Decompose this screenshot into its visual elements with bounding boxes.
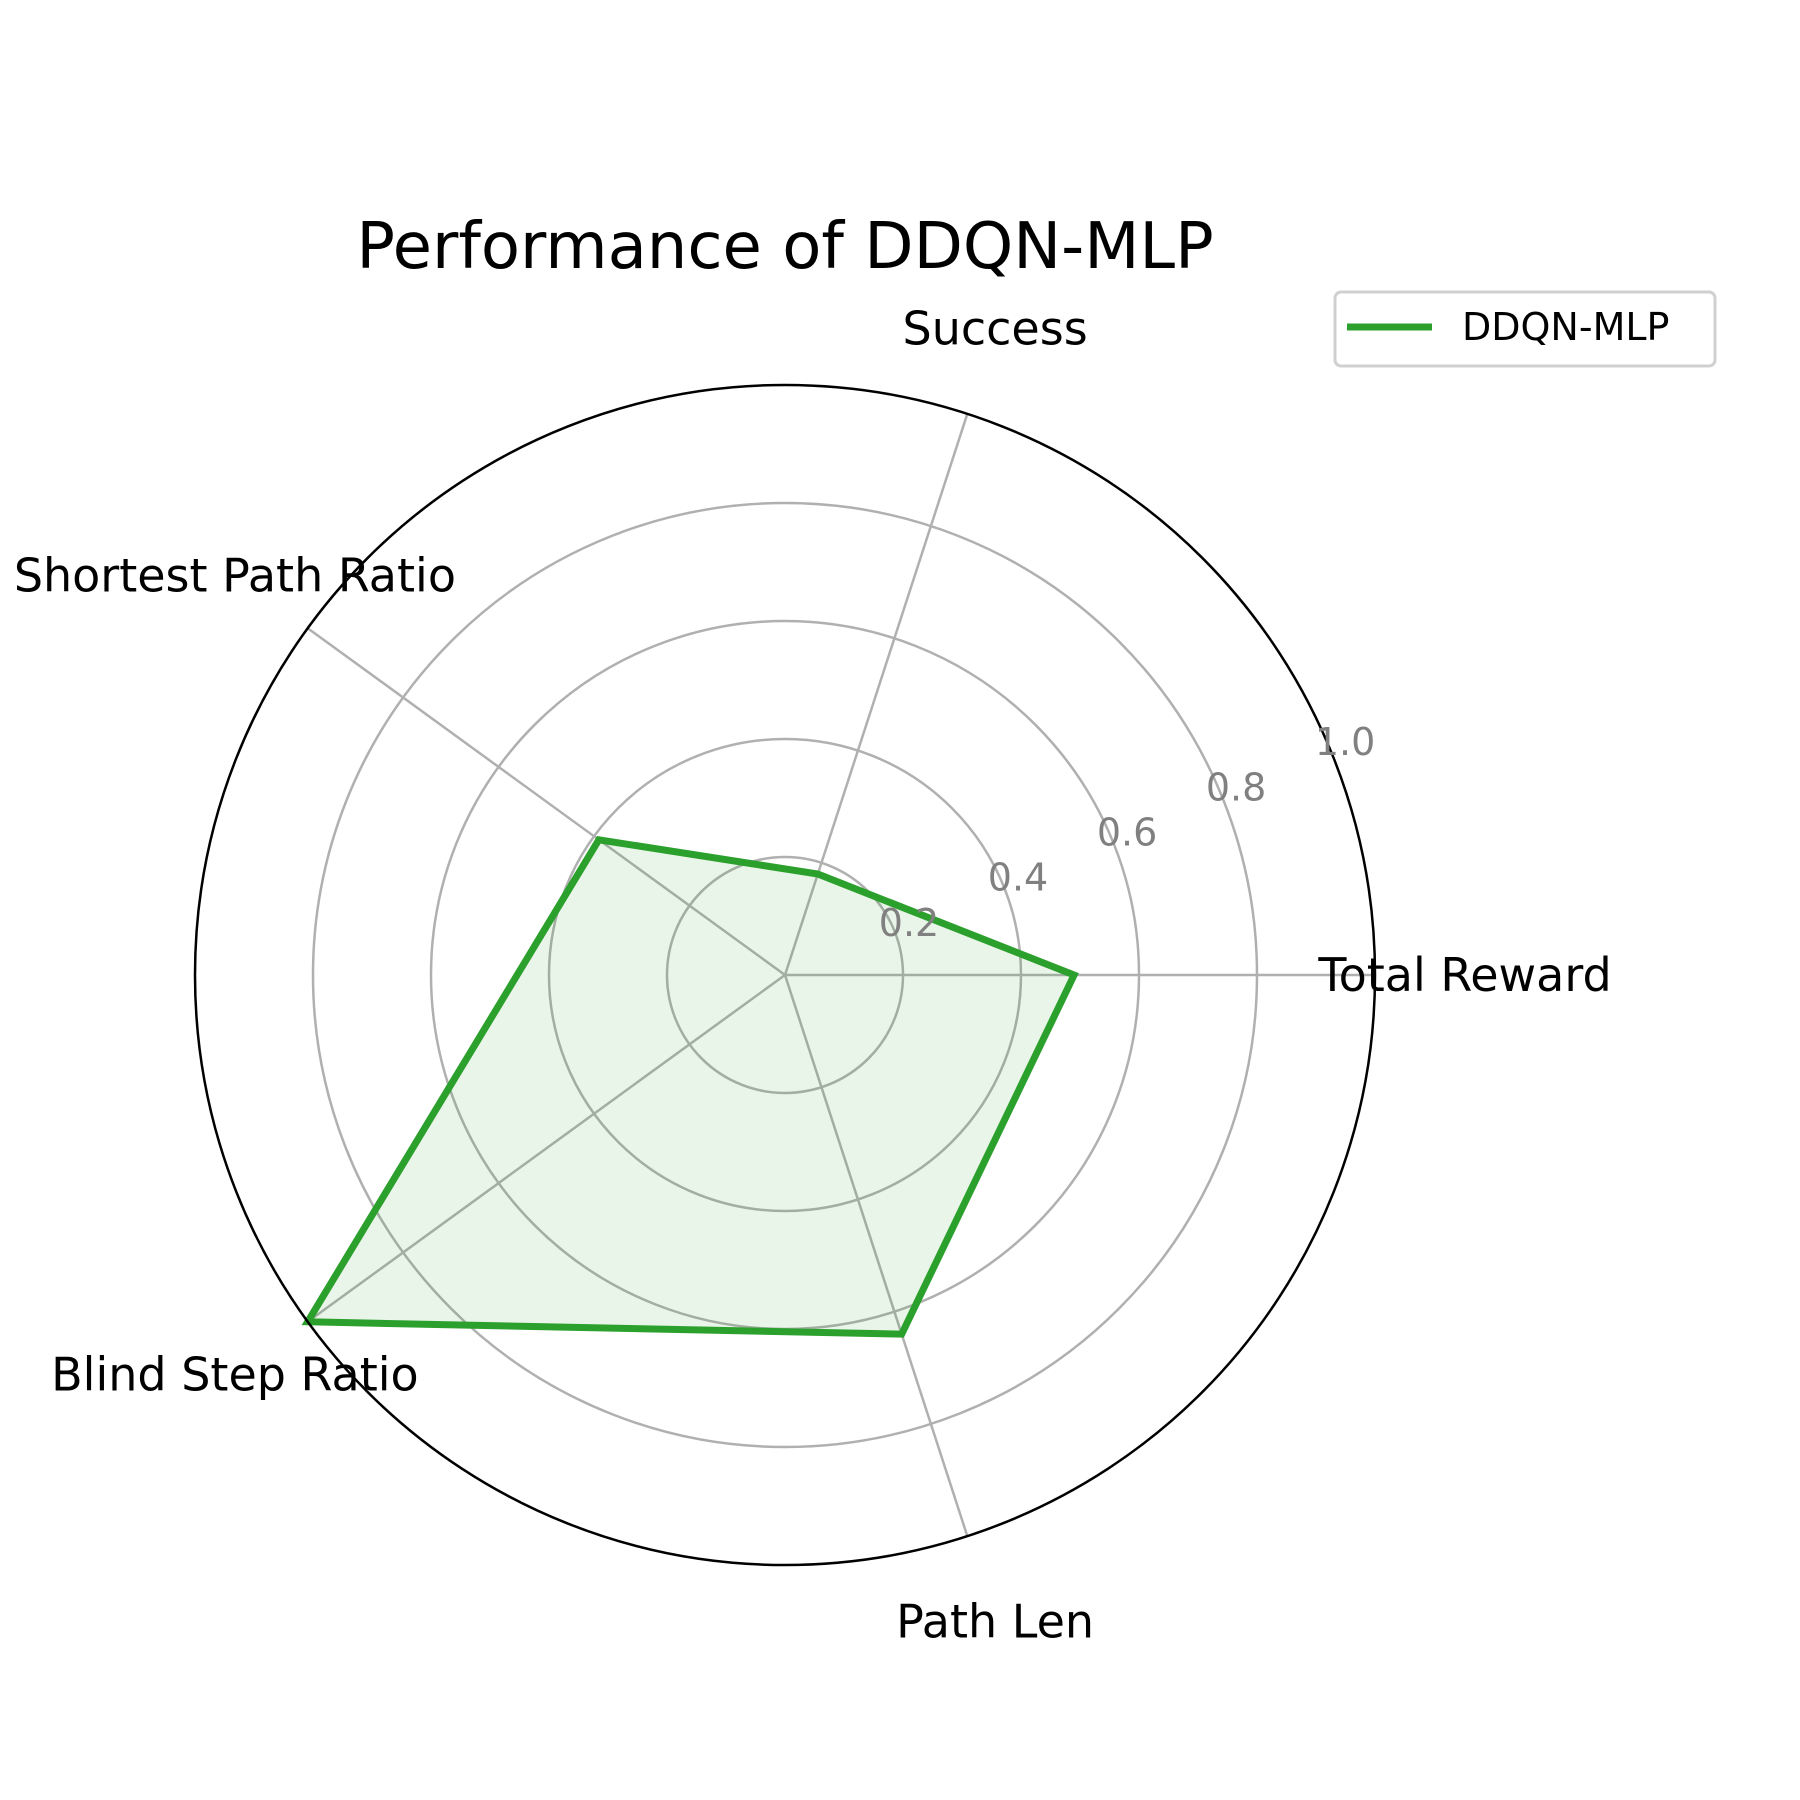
- axis-labels: Total Reward Success Shortest Path Ratio Bl…: [14, 301, 1612, 1648]
- radial-tick-labels: 0.2 0.4 0.6 0.8 1.0: [879, 720, 1376, 945]
- legend: DDQN-MLP: [1333, 290, 1717, 368]
- polar-frame: [193, 383, 1377, 1567]
- series-line-ddqn-mlp: [301, 835, 1079, 1338]
- data-point-shortest-path-ratio: [597, 838, 600, 841]
- axis-label-success: Success: [903, 301, 1088, 355]
- data-point-total-reward: [1073, 974, 1076, 976]
- series-area-ddqn-mlp: [307, 839, 1075, 1335]
- spoke-success: [783, 413, 969, 976]
- data-point-path-len: [900, 1333, 903, 1336]
- series-layer: [301, 835, 1079, 1338]
- spoke-path-len: [783, 974, 969, 1537]
- axis-label-total-reward: Total Reward: [1317, 948, 1611, 1002]
- legend-label-ddqn-mlp: DDQN-MLP: [1462, 305, 1669, 349]
- legend-box: [1333, 290, 1717, 368]
- axis-label-shortest-path-ratio: Shortest Path Ratio: [14, 548, 456, 602]
- outer-frame: [193, 383, 1377, 1567]
- rtick-label-4: 1.0: [1315, 720, 1375, 764]
- rtick-label-2: 0.6: [1097, 811, 1157, 855]
- rtick-label-3: 0.8: [1206, 765, 1266, 809]
- spoke-blind-step-ratio: [306, 973, 786, 1323]
- chart-title: Performance of DDQN-MLP: [356, 210, 1213, 284]
- axis-spokes: [306, 413, 1375, 1537]
- rtick-label-1: 0.4: [988, 856, 1048, 900]
- axis-label-path-len: Path Len: [896, 1595, 1094, 1649]
- spoke-shortest-path-ratio: [306, 627, 786, 977]
- data-point-success: [816, 872, 819, 875]
- axis-label-blind-step-ratio: Blind Step Ratio: [51, 1348, 419, 1402]
- rtick-label-0: 0.2: [879, 901, 939, 945]
